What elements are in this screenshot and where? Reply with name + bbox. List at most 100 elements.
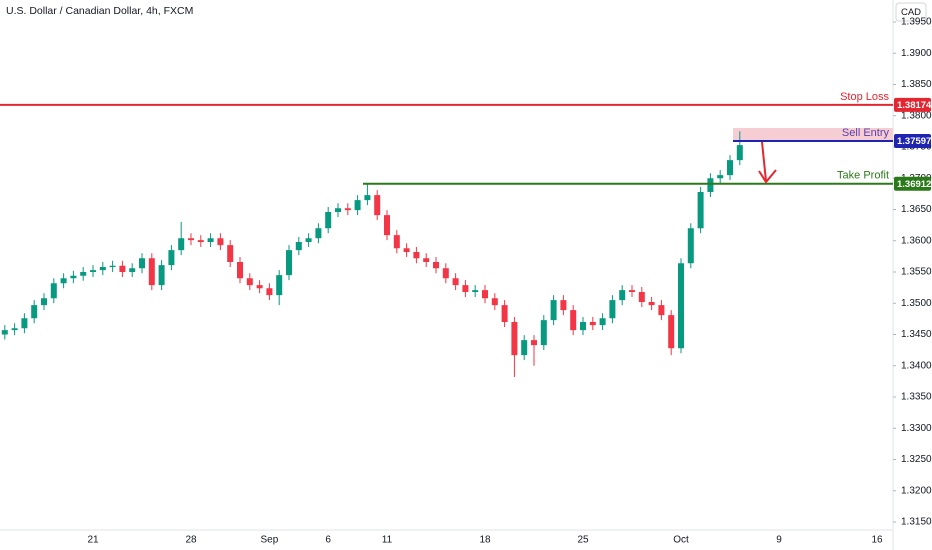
x-tick-label: 18 [479,535,491,546]
level-label: Take Profit [837,170,889,182]
candle-body [413,252,420,259]
candle-body [21,318,28,329]
y-tick-label: 1.36500 [901,204,932,215]
currency-button-label[interactable]: CAD [901,7,921,18]
y-tick-label: 1.33000 [901,423,932,434]
x-tick-label: Sep [261,535,279,546]
y-tick-label: 1.38000 [901,110,932,121]
candle-body [139,258,145,269]
candle-body [384,215,390,236]
candle-body [599,318,606,326]
candle-body [697,192,704,229]
level-price-tag [894,97,931,112]
candle-body [658,305,665,316]
candle-body [678,263,684,349]
y-tick-label: 1.32000 [901,485,932,496]
candle-body [540,320,547,346]
y-tick-label: 1.39500 [901,17,932,28]
candle-body [158,265,165,286]
candle-body [295,242,302,251]
level-price-label: 1.36912 [897,179,931,190]
candle-body [31,305,38,319]
candle-body [237,262,243,279]
candle-body [41,298,47,306]
level-price-tag [894,176,931,191]
x-tick-label: 21 [87,535,99,546]
y-tick-label: 1.35000 [901,298,932,309]
candle-body [570,310,577,331]
x-tick-label: 25 [577,535,589,546]
candle-body [472,290,479,292]
x-tick-label: 6 [325,535,331,546]
chart-title: U.S. Dollar / Canadian Dollar, 4h, FXCM [6,5,193,17]
candle-body [501,305,508,322]
candle-body [707,178,714,192]
candle-body [560,300,567,311]
candle-body [148,258,155,286]
candle-body [531,340,537,346]
candle-body [256,285,263,289]
candle-body [354,200,361,211]
candle-body [433,262,439,269]
x-tick-label: 11 [382,535,393,546]
candle-body [482,290,488,299]
candle-body [109,265,116,267]
down-arrow [758,141,777,184]
candle-body [266,288,273,296]
candle-body [119,265,126,272]
candle-body [668,315,675,349]
plot: 1.31500 1.32000 1.32500 1.33000 1.33500 1.340… [0,17,932,546]
candle-body [393,235,400,249]
candle-body [452,278,459,286]
currency-button[interactable] [895,2,927,22]
candle-body [344,208,351,211]
y-tick-label: 1.35500 [901,267,932,278]
level-label: Sell Entry [842,127,890,139]
level-label: Stop Loss [840,91,889,103]
x-tick-label: Oct [673,535,689,546]
candle-body [50,283,57,299]
candle-body [197,240,204,242]
x-tick-label: 28 [185,535,197,546]
candle-body [70,275,77,279]
candle-body [276,275,283,296]
candle-body [364,195,371,201]
candle-body [687,228,694,264]
candle-body [286,250,292,276]
candle-body [423,258,430,262]
sell-zone [733,128,893,141]
candle-body [491,298,498,306]
candle-body [717,175,724,179]
x-tick-label: 9 [776,535,782,546]
candle-body [335,208,341,212]
candle-body [188,238,194,241]
candle-body [727,160,733,176]
candle-body [619,290,626,301]
candle-body [736,145,743,161]
candle-body [246,278,253,286]
candle-body [60,278,67,284]
y-tick-label: 1.32500 [901,454,932,465]
candle-body [609,300,616,319]
candle-body [207,238,214,242]
y-tick-label: 1.39000 [901,48,932,59]
y-tick-label: 1.34500 [901,329,932,340]
level-price-label: 1.37597 [897,136,931,147]
candle-body [168,250,175,266]
candle-body [99,267,106,271]
y-tick-label: 1.34000 [901,360,932,371]
candle-body [462,285,469,292]
candle-body [403,248,410,252]
level-price-label: 1.38174 [897,100,932,111]
candle-body [178,238,185,251]
candle-body [315,228,322,239]
candle-body [638,292,645,302]
candle-body [629,290,635,292]
candle-body [1,330,8,335]
candle-body [325,212,332,229]
candle-body [11,328,18,331]
x-tick-label: 16 [871,535,883,546]
